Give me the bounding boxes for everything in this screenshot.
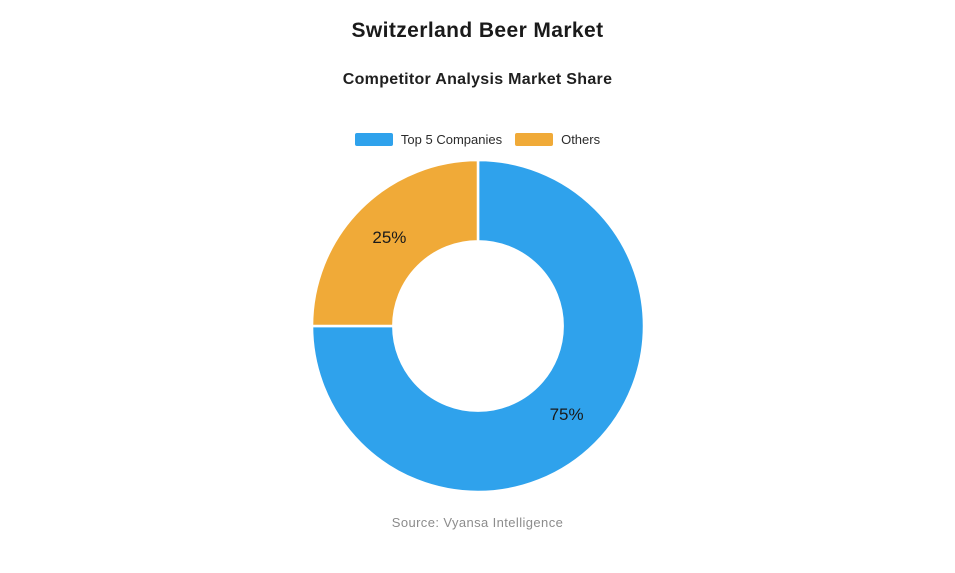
- source-note: Source: Vyansa Intelligence: [391, 515, 564, 530]
- legend-swatch-others: [515, 133, 554, 146]
- slice-value-label: 75%: [549, 405, 583, 424]
- legend-item-top-5-companies[interactable]: Top 5 Companies: [354, 132, 503, 147]
- legend-item-others[interactable]: Others: [515, 132, 600, 147]
- slice-value-label: 25%: [372, 228, 406, 247]
- chart-legend: Top 5 Companies Others: [354, 132, 600, 147]
- chart-title: Switzerland Beer Market: [351, 19, 604, 42]
- legend-label-others: Others: [561, 132, 601, 147]
- donut-chart: 75% 25%: [310, 158, 645, 494]
- chart-subtitle: Competitor Analysis Market Share: [342, 71, 613, 88]
- slice-top-5-companies[interactable]: [310, 158, 645, 494]
- legend-swatch-top-5-companies: [354, 133, 393, 146]
- slice-others[interactable]: [310, 158, 479, 328]
- legend-label-top-5-companies: Top 5 Companies: [400, 132, 503, 147]
